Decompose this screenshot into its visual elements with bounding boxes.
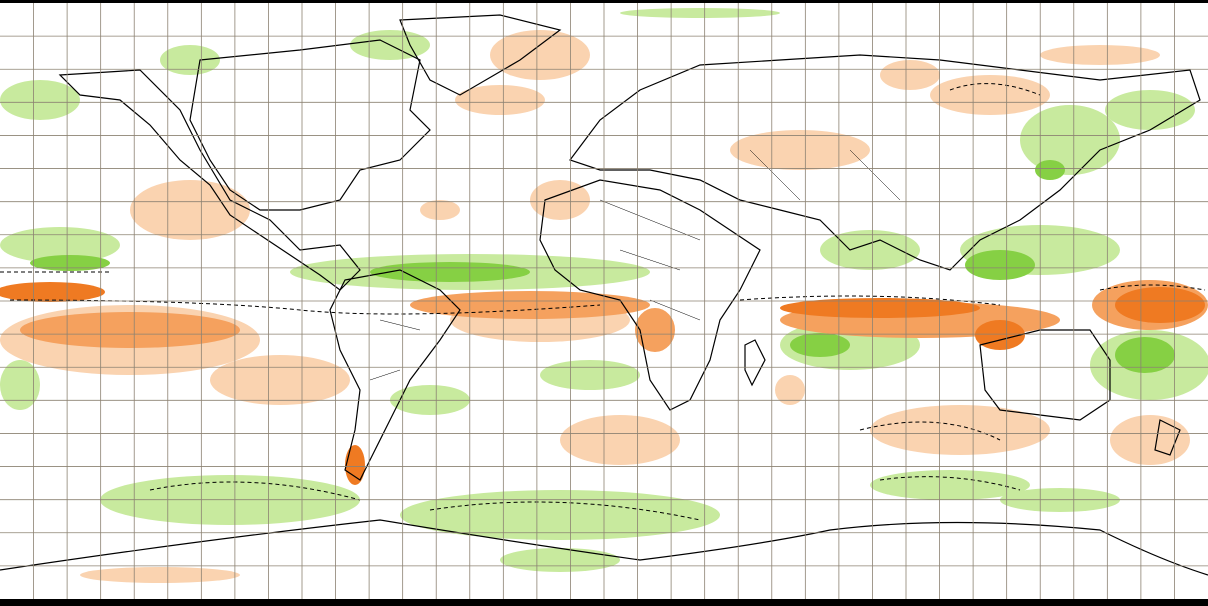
top-frame [0,0,1208,3]
coastlines [0,14,1208,576]
graticule [0,3,1208,599]
bottom-frame [0,599,1208,606]
positive-anomaly-areas [0,8,1208,572]
